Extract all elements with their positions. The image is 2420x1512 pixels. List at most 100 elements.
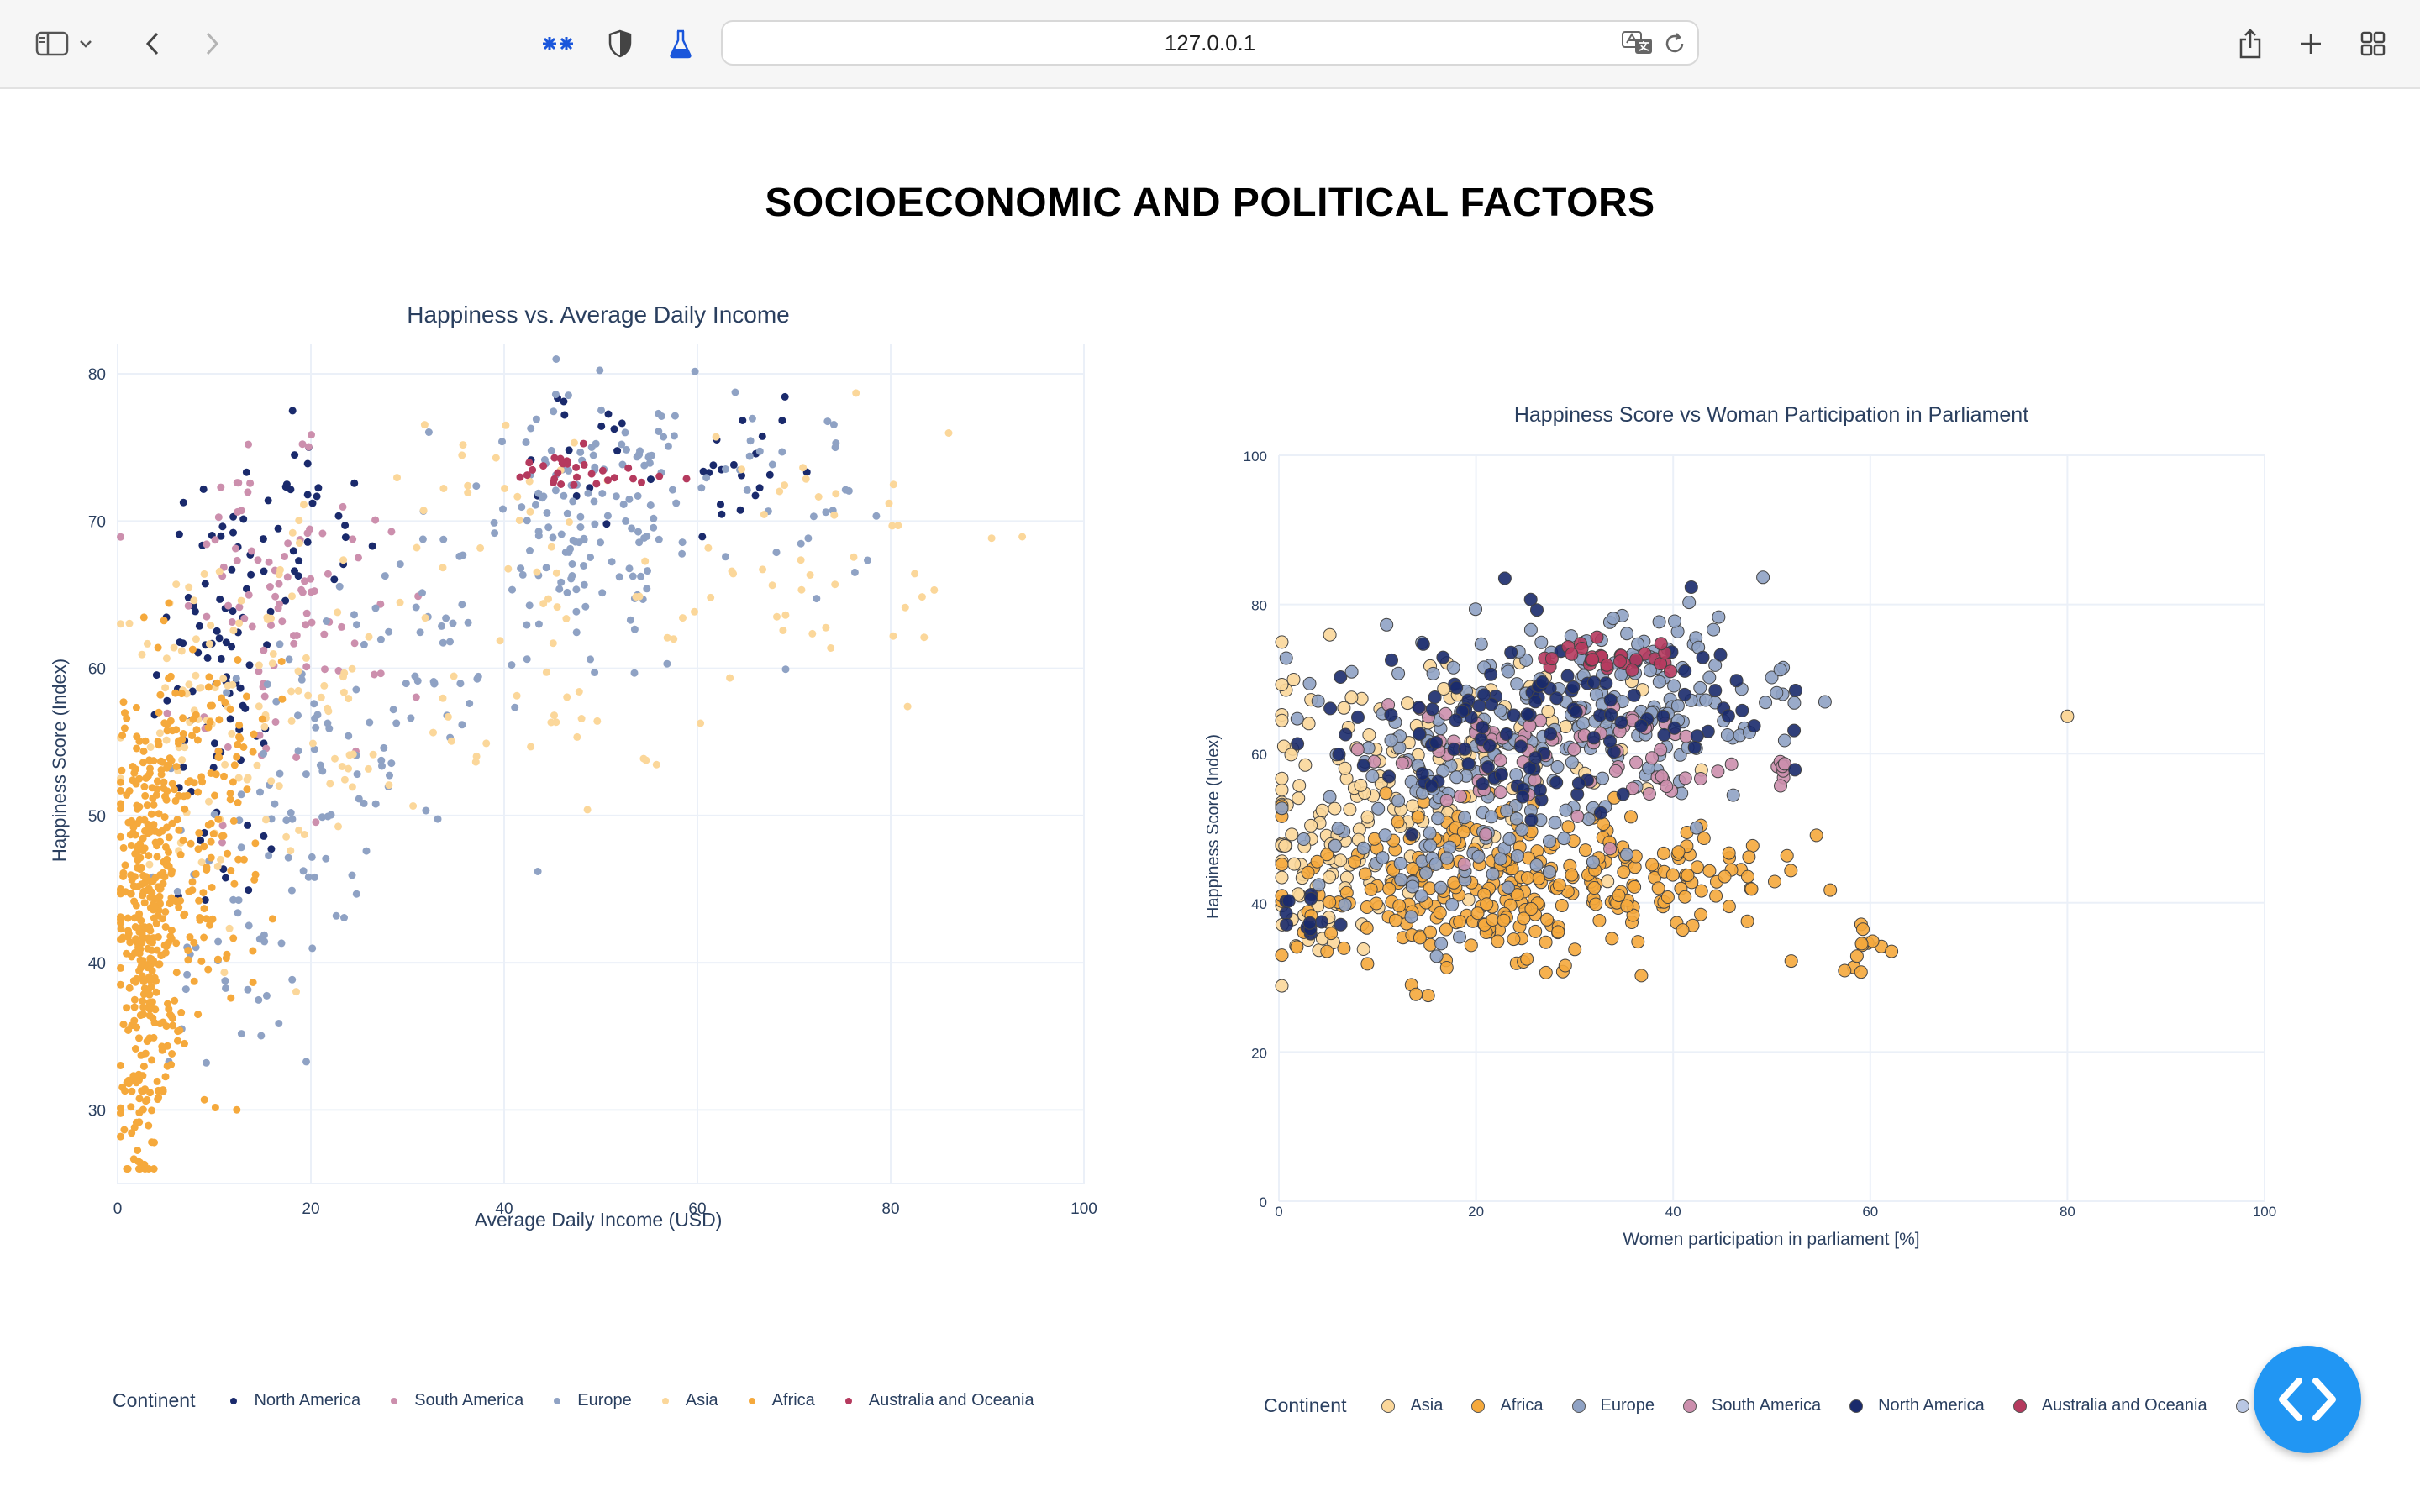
point-europe[interactable] <box>1449 770 1464 785</box>
point-asia[interactable] <box>146 743 155 751</box>
point-north-america[interactable] <box>647 475 655 484</box>
point-asia[interactable] <box>728 567 736 575</box>
point-north-america[interactable] <box>1569 705 1583 719</box>
point-africa[interactable] <box>206 701 214 710</box>
point-asia[interactable] <box>459 441 467 449</box>
point-south-america[interactable] <box>267 622 275 629</box>
point-europe[interactable] <box>402 680 410 688</box>
point-australia-oceania[interactable] <box>550 454 559 462</box>
point-asia[interactable] <box>768 581 776 590</box>
point-africa[interactable] <box>153 842 161 850</box>
point-north-america[interactable] <box>1405 827 1419 842</box>
point-asia[interactable] <box>663 633 671 642</box>
point-europe[interactable] <box>1559 803 1573 817</box>
point-africa[interactable] <box>135 816 144 824</box>
point-asia[interactable] <box>255 661 263 669</box>
point-asia[interactable] <box>670 635 678 643</box>
point-africa[interactable] <box>117 800 124 808</box>
point-south-america[interactable] <box>1350 743 1365 757</box>
point-africa[interactable] <box>121 709 129 717</box>
point-africa[interactable] <box>1565 868 1579 882</box>
point-europe[interactable] <box>1453 930 1466 944</box>
point-asia[interactable] <box>1291 887 1305 901</box>
point-europe[interactable] <box>1502 832 1517 846</box>
point-africa[interactable] <box>139 1072 147 1080</box>
point-north-america[interactable] <box>1382 769 1396 784</box>
point-europe[interactable] <box>657 412 666 420</box>
point-europe[interactable] <box>255 995 263 1004</box>
point-australia-oceania[interactable] <box>559 459 567 468</box>
point-asia[interactable] <box>450 672 458 680</box>
point-europe[interactable] <box>310 873 318 881</box>
point-north-america[interactable] <box>288 407 297 415</box>
point-south-america[interactable] <box>244 488 252 496</box>
point-australia-oceania[interactable] <box>1654 637 1668 651</box>
point-north-america[interactable] <box>1566 680 1581 694</box>
point-australia-oceania[interactable] <box>598 466 607 475</box>
point-africa[interactable] <box>1780 848 1794 863</box>
point-north-america[interactable] <box>226 715 234 723</box>
point-europe[interactable] <box>288 815 297 823</box>
point-africa[interactable] <box>123 1004 131 1012</box>
point-africa[interactable] <box>135 967 144 975</box>
point-africa[interactable] <box>226 790 234 797</box>
point-europe[interactable] <box>203 1058 210 1067</box>
point-europe[interactable] <box>1756 570 1770 585</box>
point-asia[interactable] <box>396 598 404 606</box>
point-africa[interactable] <box>223 950 231 958</box>
point-asia[interactable] <box>345 695 353 703</box>
point-africa[interactable] <box>204 965 213 974</box>
point-europe[interactable] <box>353 770 361 779</box>
point-africa[interactable] <box>152 790 160 799</box>
point-south-america[interactable] <box>307 575 315 583</box>
point-africa[interactable] <box>141 737 150 745</box>
point-africa[interactable] <box>200 905 208 913</box>
point-north-america[interactable] <box>236 684 245 692</box>
point-africa[interactable] <box>239 855 248 864</box>
point-north-america[interactable] <box>267 845 276 853</box>
point-europe[interactable] <box>267 815 276 823</box>
point-north-america[interactable] <box>1677 687 1691 701</box>
point-south-america[interactable] <box>301 577 308 585</box>
point-north-america[interactable] <box>1513 739 1528 753</box>
point-europe[interactable] <box>580 562 588 570</box>
point-asia[interactable] <box>229 680 237 689</box>
point-europe[interactable] <box>1500 804 1514 818</box>
point-australia-oceania[interactable] <box>529 465 537 474</box>
point-africa[interactable] <box>129 1155 138 1163</box>
point-africa[interactable] <box>118 766 126 774</box>
point-north-america[interactable] <box>1334 670 1348 684</box>
point-europe[interactable] <box>591 669 599 676</box>
point-africa[interactable] <box>1323 895 1337 909</box>
point-north-america[interactable] <box>245 886 253 895</box>
point-europe[interactable] <box>650 523 658 532</box>
point-asia[interactable] <box>1559 720 1573 733</box>
scatter-points[interactable] <box>117 355 1027 1173</box>
point-europe[interactable] <box>615 573 623 581</box>
point-europe[interactable] <box>385 627 393 636</box>
point-africa[interactable] <box>131 1045 139 1053</box>
point-asia[interactable] <box>502 421 510 429</box>
point-europe[interactable] <box>797 539 805 548</box>
point-asia[interactable] <box>776 487 784 496</box>
point-asia[interactable] <box>235 619 244 627</box>
point-europe[interactable] <box>534 868 542 875</box>
point-asia[interactable] <box>220 969 229 977</box>
point-africa[interactable] <box>173 816 182 824</box>
point-africa[interactable] <box>196 916 204 924</box>
point-asia[interactable] <box>781 611 790 619</box>
point-europe[interactable] <box>561 549 570 556</box>
point-asia[interactable] <box>885 499 893 507</box>
point-europe[interactable] <box>304 873 313 881</box>
point-africa[interactable] <box>209 830 218 838</box>
point-asia[interactable] <box>544 595 552 603</box>
point-africa[interactable] <box>132 780 140 788</box>
point-north-america[interactable] <box>1304 891 1318 906</box>
point-africa[interactable] <box>124 914 132 922</box>
point-north-america[interactable] <box>241 705 250 712</box>
point-africa[interactable] <box>157 952 166 960</box>
point-south-america[interactable] <box>1774 779 1787 793</box>
point-europe[interactable] <box>511 703 519 711</box>
point-south-america[interactable] <box>324 570 332 578</box>
point-africa[interactable] <box>1391 815 1405 829</box>
